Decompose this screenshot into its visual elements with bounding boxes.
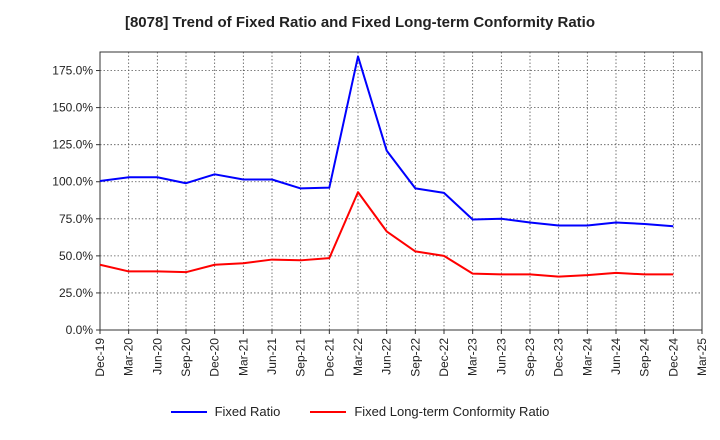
x-tick-label: Mar-24 <box>580 338 594 376</box>
x-tick-label: Mar-21 <box>236 338 250 376</box>
x-tick-label: Dec-23 <box>552 338 566 377</box>
legend-swatch-fixed-ratio <box>170 410 207 413</box>
legend-label-fixed-long-term-conformity-ratio: Fixed Long-term Conformity Ratio <box>354 404 550 419</box>
x-tick-label: Sep-20 <box>179 338 193 377</box>
legend-item-fixed-long-term-conformity-ratio: Fixed Long-term Conformity Ratio <box>310 404 549 419</box>
x-tick-label: Dec-24 <box>666 338 680 377</box>
tick-labels: 0.0% 25.0% 50.0% 75.0% 100.0% 125.0% 150.0% 175… <box>52 64 709 377</box>
y-tick-label: 50.0% <box>59 249 93 263</box>
x-tick-label: Dec-21 <box>322 338 336 377</box>
x-tick-label: Sep-23 <box>523 338 537 377</box>
y-tick-label: 100.0% <box>52 175 93 189</box>
legend-item-fixed-ratio: Fixed Ratio <box>170 404 281 419</box>
series-lines <box>99 55 674 278</box>
y-tick-label: 75.0% <box>59 212 93 226</box>
x-tick-label: Sep-24 <box>638 338 652 377</box>
x-tick-label: Sep-22 <box>408 338 422 377</box>
series-line-fixed-ratio <box>99 55 674 228</box>
x-tick-label: Jun-23 <box>494 338 508 375</box>
legend-label-fixed-ratio: Fixed Ratio <box>214 404 281 419</box>
y-tick-label: 125.0% <box>52 138 93 152</box>
series-line-fixed-long-term-conformity-ratio <box>99 191 674 278</box>
y-tick-label: 150.0% <box>52 101 93 115</box>
x-tick-label: Jun-24 <box>609 338 623 375</box>
gridlines <box>100 52 702 330</box>
y-tick-label: 25.0% <box>59 286 93 300</box>
x-tick-label: Jun-21 <box>265 338 279 375</box>
x-tick-label: Mar-23 <box>466 338 480 376</box>
x-tick-label: Mar-22 <box>351 338 365 376</box>
x-tick-label: Jun-22 <box>380 338 394 375</box>
legend-swatch-fixed-long-term-conformity-ratio <box>310 410 347 413</box>
chart-title: [8078] Trend of Fixed Ratio and Fixed Lo… <box>124 14 596 31</box>
x-tick-label: Jun-20 <box>150 338 164 375</box>
x-tick-label: Dec-22 <box>437 338 451 377</box>
axes <box>96 51 703 334</box>
x-tick-label: Mar-20 <box>122 338 136 376</box>
x-tick-label: Sep-21 <box>294 338 308 377</box>
y-tick-label: 175.0% <box>52 64 93 78</box>
plot-frame <box>99 51 703 331</box>
x-tick-label: Dec-20 <box>208 338 222 377</box>
legend: Fixed Ratio Fixed Long-term Conformity R… <box>0 404 720 419</box>
x-tick-label: Dec-19 <box>93 338 107 377</box>
y-tick-label: 0.0% <box>66 323 94 337</box>
x-tick-label: Mar-25 <box>695 338 709 376</box>
